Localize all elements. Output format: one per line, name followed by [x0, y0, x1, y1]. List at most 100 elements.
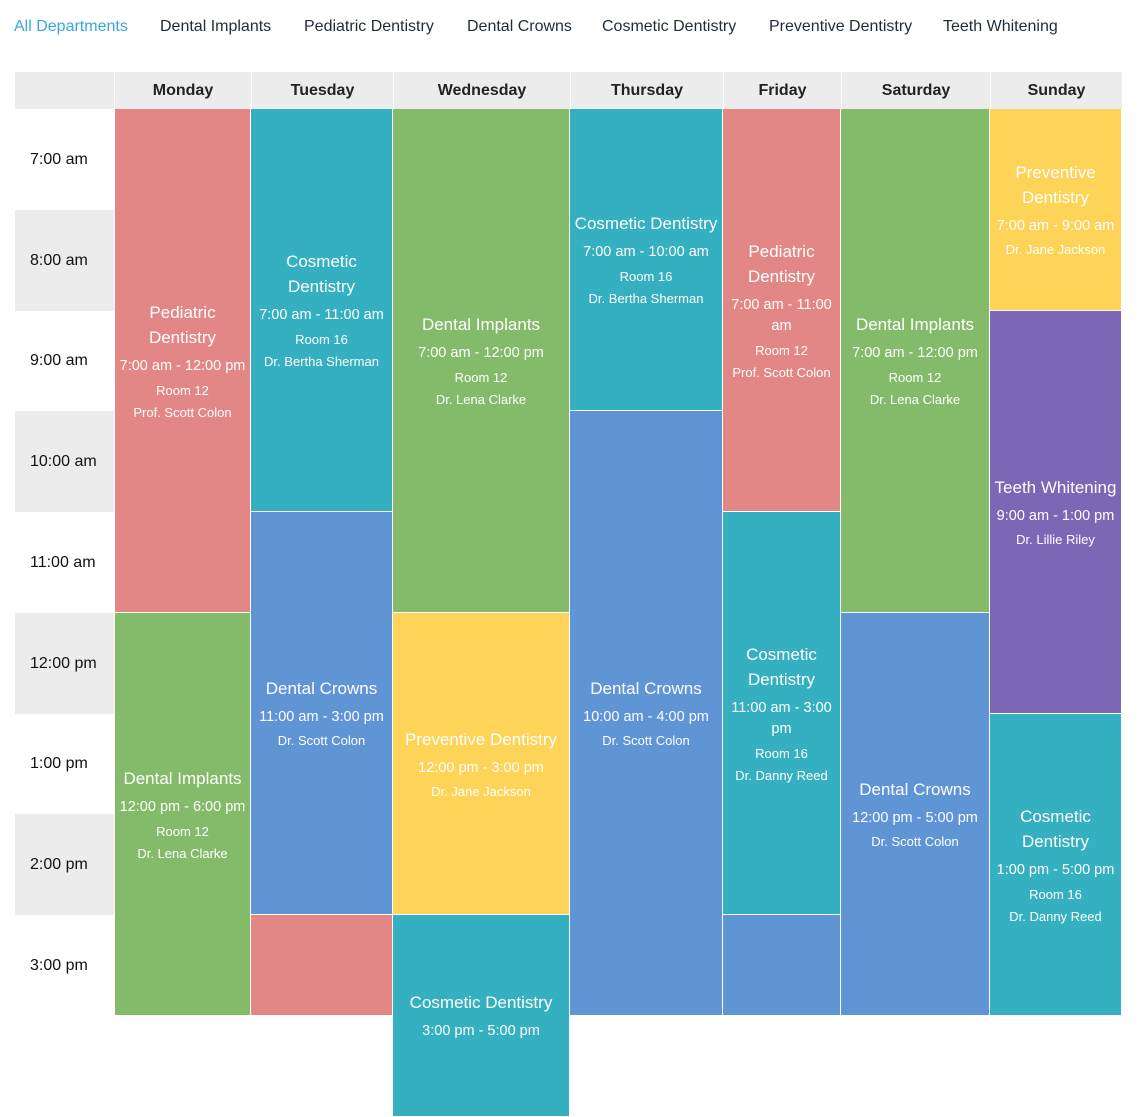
event-time: 3:00 pm - 5:00 pm	[422, 1022, 540, 1039]
day-header-wednesday: Wednesday	[393, 72, 570, 109]
department-filter-bar: All Departments Dental Implants Pediatri…	[0, 0, 1139, 54]
time-label: 9:00 am	[30, 352, 88, 369]
event-block[interactable]: Teeth Whitening 9:00 am - 1:00 pm Dr. Lill…	[990, 311, 1122, 714]
event-title: Preventive Dentistry	[404, 729, 558, 749]
event-time: 9:00 am - 1:00 pm	[996, 508, 1115, 524]
event-room: Room 12	[755, 342, 808, 358]
event-room: Room 12	[454, 370, 508, 385]
event-block[interactable]: Dental Crowns 10:00 am - 4:00 pm Dr. Scott…	[570, 411, 723, 1016]
event-room: Room 16	[295, 332, 348, 347]
event-block[interactable]: Pediatric Dentistry 7:00 am - 12:00 pm Roo…	[114, 109, 251, 613]
day-header-tuesday: Tuesday	[251, 72, 393, 109]
event-title: Dental Crowns	[590, 679, 702, 698]
event-room: Room 12	[156, 823, 209, 839]
event-time: 7:00 am - 11:00 am	[259, 307, 384, 323]
time-label: 8:00 am	[15, 210, 114, 311]
event-time: 7:00 am - 12:00 pm	[119, 357, 246, 374]
event-title: Cosmetic Dentistry	[746, 644, 817, 689]
timetable: Monday Tuesday Wednesday Thursday Friday…	[15, 72, 1122, 1117]
event-host: Prof. Scott Colon	[133, 404, 232, 420]
filter-all-departments[interactable]: All Departments	[14, 18, 128, 35]
event-block[interactable]: Dental Crowns 12:00 pm - 5:00 pm Dr. Scott…	[841, 613, 990, 1016]
event-block[interactable]: Dental Implants 12:00 pm - 6:00 pm Room 12…	[114, 613, 251, 1016]
event-title: Preventive Dentistry	[1015, 163, 1096, 207]
event-title: Cosmetic Dentistry	[409, 992, 553, 1012]
event-title: Teeth Whitening	[994, 478, 1117, 497]
day-header-saturday: Saturday	[841, 72, 990, 109]
event-host: Dr. Scott Colon	[871, 834, 959, 849]
event-title: Cosmetic Dentistry	[1020, 806, 1091, 851]
event-time: 10:00 am - 4:00 pm	[583, 709, 709, 725]
event-room: Room 12	[888, 370, 942, 385]
event-room: Room 16	[1029, 886, 1082, 902]
event-title: Dental Implants	[123, 768, 242, 788]
event-time: 7:00 am - 12:00 pm	[852, 345, 978, 361]
event-host: Dr. Danny Reed	[1009, 908, 1102, 924]
event-block[interactable]: Cosmetic Dentistry 3:00 pm - 5:00 pm	[393, 915, 570, 1117]
event-block[interactable]: Cosmetic Dentistry 7:00 am - 11:00 am Room…	[251, 109, 393, 512]
filter-cosmetic-dentistry[interactable]: Cosmetic Dentistry	[602, 18, 737, 35]
header-corner	[15, 72, 114, 109]
event-block[interactable]	[723, 915, 841, 1016]
time-label: 10:00 am	[15, 411, 114, 512]
event-room: Room 16	[619, 269, 673, 284]
event-block[interactable]: Dental Implants 7:00 am - 12:00 pm Room 12…	[393, 109, 570, 613]
event-host: Dr. Bertha Sherman	[264, 354, 379, 369]
time-label: 2:00 pm	[15, 814, 114, 915]
time-label: 11:00 am	[30, 553, 96, 571]
event-title: Cosmetic Dentistry	[574, 214, 718, 233]
time-label: 1:00 pm	[30, 755, 88, 772]
event-host: Dr. Lillie Riley	[1016, 532, 1095, 547]
event-title: Pediatric Dentistry	[148, 302, 217, 347]
event-block[interactable]: Cosmetic Dentistry 7:00 am - 10:00 am Room…	[570, 109, 723, 411]
event-host: Dr. Lena Clarke	[137, 845, 228, 861]
event-host: Dr. Scott Colon	[602, 733, 690, 748]
event-title: Dental Implants	[855, 315, 975, 334]
day-header-monday: Monday	[114, 72, 251, 109]
event-time: 11:00 am - 3:00 pm	[731, 699, 832, 737]
event-room: Room 16	[755, 745, 808, 761]
event-time: 12:00 pm - 6:00 pm	[119, 798, 246, 815]
event-block[interactable]	[251, 915, 393, 1016]
event-block[interactable]: Preventive Dentistry 7:00 am - 9:00 am Dr.…	[990, 109, 1122, 311]
filter-dental-crowns[interactable]: Dental Crowns	[467, 18, 572, 35]
event-host: Dr. Jane Jackson	[1005, 242, 1106, 257]
day-header-sunday: Sunday	[990, 72, 1122, 109]
event-room: Room 12	[156, 382, 209, 398]
time-label: 3:00 pm	[30, 956, 88, 974]
event-host: Dr. Lena Clarke	[869, 392, 961, 407]
day-header-friday: Friday	[723, 72, 841, 109]
event-title: Cosmetic Dentistry	[286, 252, 357, 296]
event-title: Pediatric Dentistry	[747, 241, 816, 286]
event-time: 1:00 pm - 5:00 pm	[996, 861, 1115, 878]
event-time: 7:00 am - 10:00 am	[583, 244, 709, 260]
filter-preventive-dentistry[interactable]: Preventive Dentistry	[769, 18, 913, 35]
event-host: Dr. Scott Colon	[277, 733, 366, 748]
day-header-thursday: Thursday	[570, 72, 723, 109]
event-host: Dr. Bertha Sherman	[588, 291, 704, 306]
event-time: 12:00 pm - 5:00 pm	[852, 810, 978, 826]
event-block[interactable]: Pediatric Dentistry 7:00 am - 11:00 am Roo…	[723, 109, 841, 512]
event-title: Dental Implants	[421, 315, 541, 334]
event-time: 7:00 am - 9:00 am	[996, 218, 1115, 234]
filter-dental-implants[interactable]: Dental Implants	[160, 18, 272, 35]
event-title: Dental Crowns	[265, 679, 378, 698]
filter-teeth-whitening[interactable]: Teeth Whitening	[943, 18, 1058, 35]
event-time: 11:00 am - 3:00 pm	[259, 709, 384, 725]
event-block[interactable]: Cosmetic Dentistry 1:00 pm - 5:00 pm Room …	[990, 714, 1122, 1016]
event-host: Dr. Danny Reed	[735, 767, 828, 783]
event-time: 7:00 am - 11:00 am	[731, 296, 832, 334]
time-label: 7:00 am	[30, 150, 88, 168]
event-block[interactable]: Preventive Dentistry 12:00 pm - 3:00 pm Dr…	[393, 613, 570, 915]
event-host: Dr. Jane Jackson	[431, 783, 531, 799]
event-host: Dr. Lena Clarke	[435, 392, 527, 407]
event-block[interactable]: Cosmetic Dentistry 11:00 am - 3:00 pm Room…	[723, 512, 841, 915]
event-block[interactable]: Dental Implants 7:00 am - 12:00 pm Room 12…	[841, 109, 990, 613]
filter-pediatric-dentistry[interactable]: Pediatric Dentistry	[304, 18, 434, 35]
event-title: Dental Crowns	[859, 780, 971, 799]
event-host: Prof. Scott Colon	[732, 364, 831, 380]
event-block[interactable]: Dental Crowns 11:00 am - 3:00 pm Dr. Scott…	[251, 512, 393, 915]
event-time: 7:00 am - 12:00 pm	[418, 345, 544, 361]
time-label: 12:00 pm	[15, 613, 114, 714]
event-time: 12:00 pm - 3:00 pm	[418, 759, 544, 776]
